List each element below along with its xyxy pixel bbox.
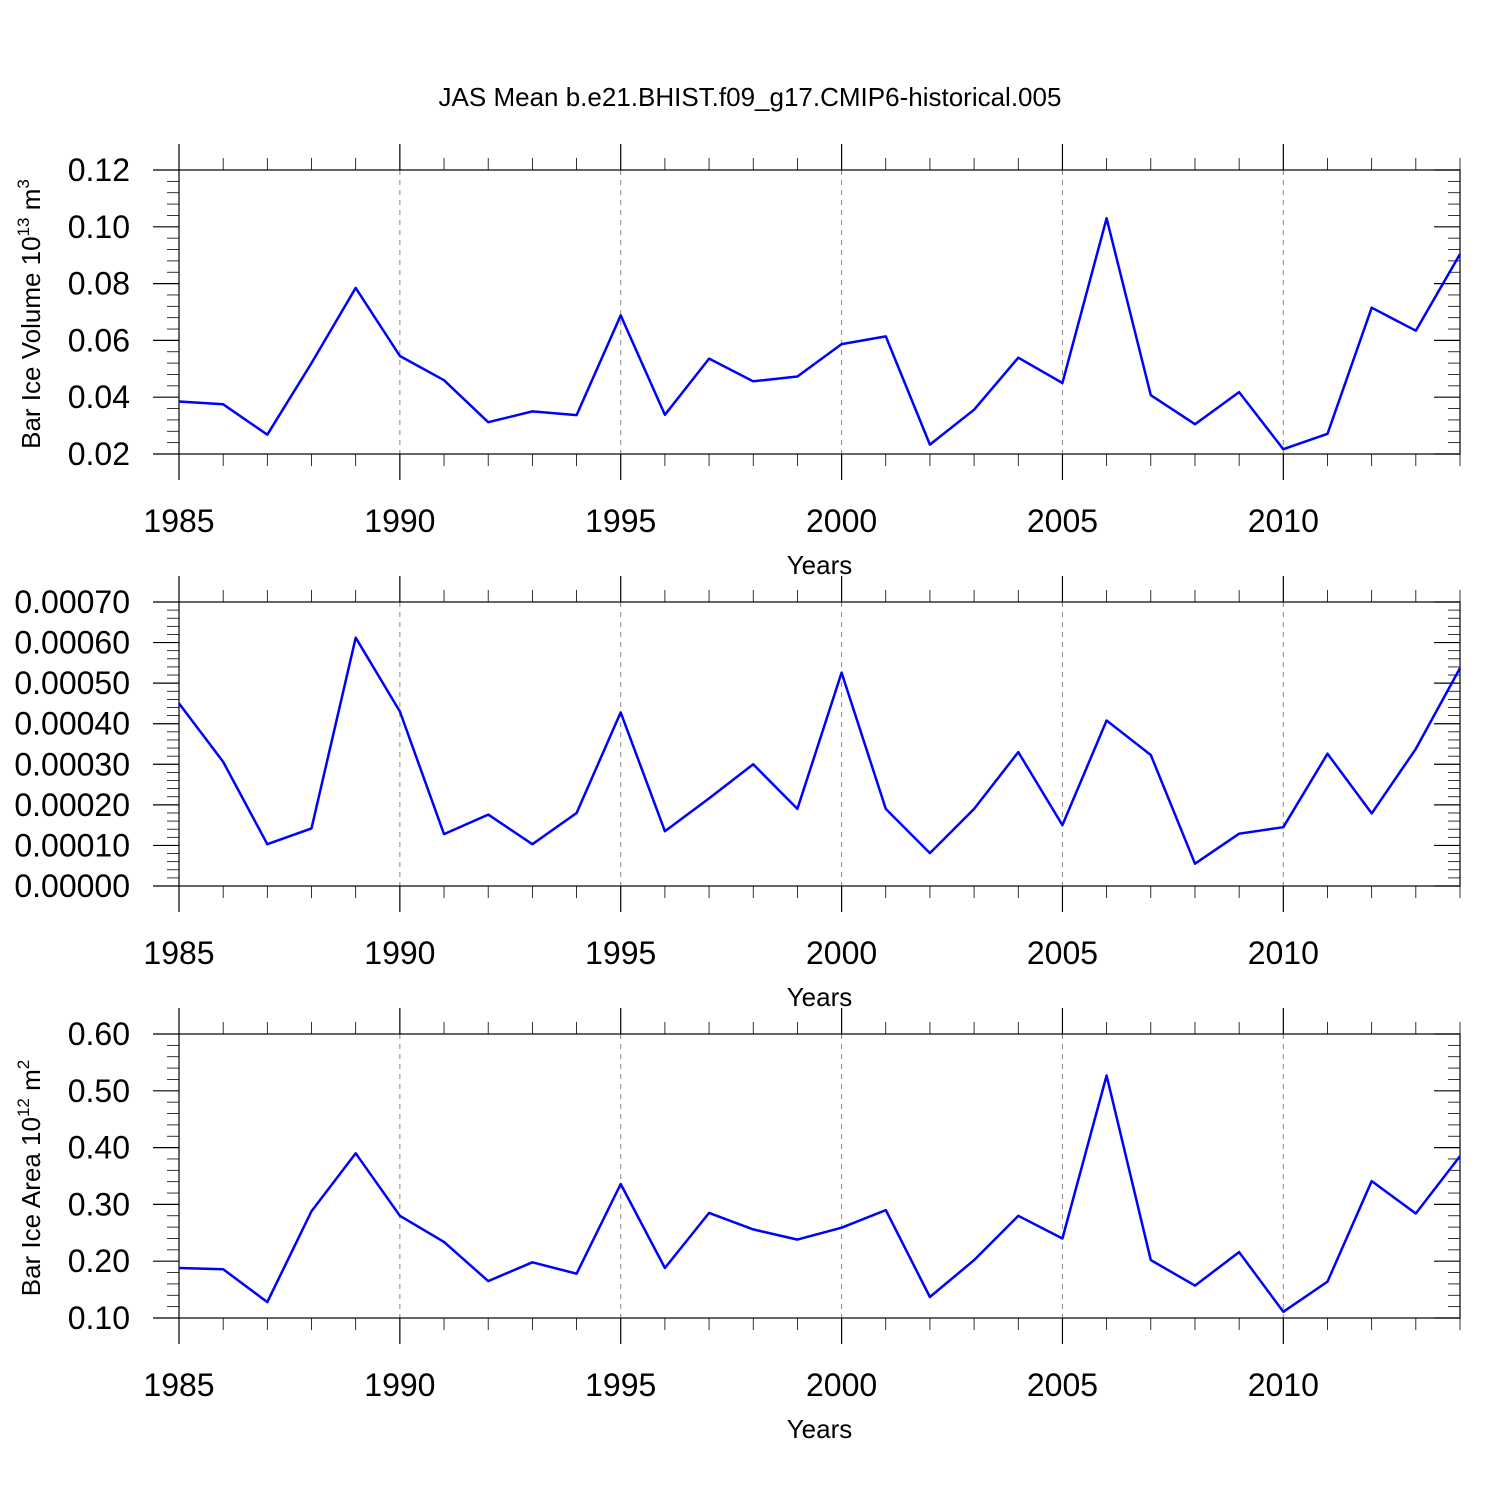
x-tick-label: 1985: [143, 503, 214, 539]
y-axis-label-text: Bar Ice Area 10: [16, 1117, 46, 1296]
y-tick-label: 0.00030: [14, 746, 130, 782]
y-tick-label: 0.00000: [14, 868, 130, 904]
y-tick-label: 0.00070: [14, 584, 130, 620]
x-axis-label: Years: [787, 1414, 853, 1444]
y-tick-label: 0.12: [68, 152, 130, 188]
y-tick-label: 0.60: [68, 1016, 130, 1052]
x-tick-label: 2005: [1027, 503, 1098, 539]
x-tick-label: 2000: [806, 935, 877, 971]
y-axis-label-unit: m: [16, 189, 46, 218]
x-tick-label: 1995: [585, 935, 656, 971]
plot-frame: [178, 169, 1461, 455]
y-tick-label: 0.04: [68, 379, 130, 415]
y-tick-label: 0.06: [68, 322, 130, 358]
panels: 0.02 0.04 0.06 0.08 0.10 0.12 1985 1990 1995 2000…: [14, 144, 1462, 1444]
y-tick-label: 0.40: [68, 1130, 130, 1166]
x-tick-label: 2010: [1248, 935, 1319, 971]
x-tick-label: 2010: [1248, 503, 1319, 539]
x-tick-label: 2005: [1027, 935, 1098, 971]
y-tick-label: 0.00050: [14, 665, 130, 701]
y-tick-label: 0.00020: [14, 787, 130, 823]
y-tick-label: 0.20: [68, 1243, 130, 1279]
x-tick-label: 1990: [364, 1367, 435, 1403]
series-line: [178, 636, 1462, 865]
x-tick-label: 2005: [1027, 1367, 1098, 1403]
y-tick-label: 0.10: [68, 209, 130, 245]
plot-frame: [178, 1033, 1461, 1319]
x-tick-label: 1995: [585, 503, 656, 539]
y-axis-label: Bar Ice Area 1012 m2: [14, 1060, 46, 1297]
y-axis-label-unit: m: [16, 1069, 46, 1098]
plot-frame: [178, 601, 1461, 887]
x-tick-label: 1985: [143, 1367, 214, 1403]
x-tick-label: 2000: [806, 503, 877, 539]
y-tick-label: 0.00010: [14, 827, 130, 863]
y-axis-label: Bar Ice Volume 1013 m3: [14, 179, 46, 449]
x-tick-label: 2000: [806, 1367, 877, 1403]
x-tick-label: 1995: [585, 1367, 656, 1403]
figure-title: JAS Mean b.e21.BHIST.f09_g17.CMIP6-histo…: [439, 82, 1062, 112]
panel-3: 0.10 0.20 0.30 0.40 0.50 0.60 1985 1990 1995 2000…: [14, 1008, 1461, 1444]
x-tick-label: 1990: [364, 935, 435, 971]
y-axis-label-exponent: 13: [14, 217, 33, 236]
panel-1: 0.02 0.04 0.06 0.08 0.10 0.12 1985 1990 1995 2000…: [14, 144, 1462, 580]
x-axis-label: Years: [787, 982, 853, 1012]
y-tick-label: 0.50: [68, 1073, 130, 1109]
y-axis-label-unit-exponent: 2: [14, 1060, 33, 1069]
y-axis-label-exponent: 12: [14, 1098, 33, 1117]
y-tick-label: 0.10: [68, 1300, 130, 1336]
y-tick-label: 0.00060: [14, 625, 130, 661]
series-line: [178, 217, 1462, 451]
y-axis-label-unit-exponent: 3: [14, 179, 33, 188]
x-tick-label: 1985: [143, 935, 214, 971]
x-axis-label: Years: [787, 550, 853, 580]
series-line: [178, 1074, 1461, 1314]
panel-2: 0.00000 0.00010 0.00020 0.00030 0.00040 0.000…: [14, 576, 1462, 1012]
y-tick-label: 0.02: [68, 436, 130, 472]
x-tick-label: 1990: [364, 503, 435, 539]
y-axis-label-text: Bar Ice Volume 10: [16, 236, 46, 448]
y-tick-label: 0.30: [68, 1186, 130, 1222]
y-tick-label: 0.00040: [14, 706, 130, 742]
y-tick-label: 0.08: [68, 266, 130, 302]
x-tick-label: 2010: [1248, 1367, 1319, 1403]
